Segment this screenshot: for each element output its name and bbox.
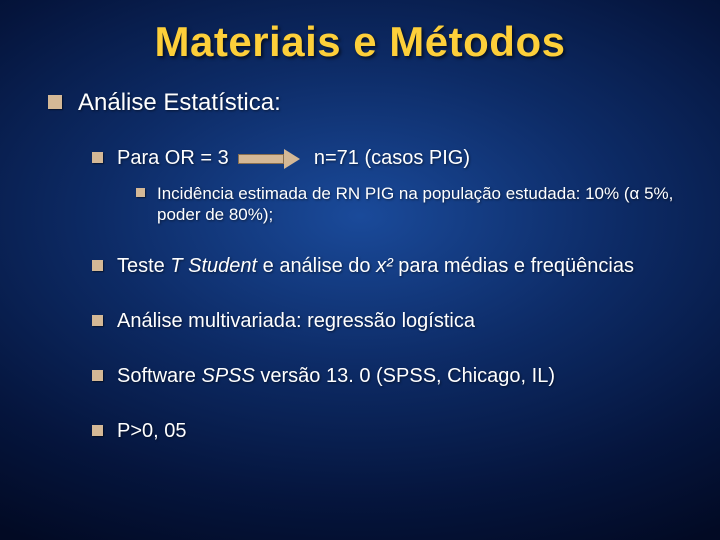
slide-title: Materiais e Métodos xyxy=(0,0,720,66)
teste-italic1: T Student xyxy=(170,255,257,277)
arrow-right-icon xyxy=(238,149,300,169)
bullet-lvl2-or: Para OR = 3 n=71 (casos PIG) xyxy=(92,146,680,171)
square-bullet-icon xyxy=(92,425,103,436)
bullet-lvl3-incidencia: Incidência estimada de RN PIG na populaç… xyxy=(136,183,680,226)
square-bullet-icon xyxy=(48,95,62,109)
bullet-lvl2-pvalue: P>0, 05 xyxy=(92,419,680,444)
slide: Materiais e Métodos Análise Estatística:… xyxy=(0,0,720,540)
square-bullet-icon xyxy=(92,315,103,326)
bullet-lvl1: Análise Estatística: xyxy=(48,88,680,118)
teste-suffix: para médias e freqüências xyxy=(393,255,634,277)
teste-line: Teste T Student e análise do x² para méd… xyxy=(117,254,634,279)
bullet-lvl2-teste: Teste T Student e análise do x² para méd… xyxy=(92,254,680,279)
multivariada-text: Análise multivariada: regressão logístic… xyxy=(117,309,475,334)
or-after: n=71 (casos PIG) xyxy=(314,147,470,169)
bullet-lvl2-software: Software SPSS versão 13. 0 (SPSS, Chicag… xyxy=(92,364,680,389)
teste-mid: e análise do xyxy=(257,255,376,277)
arrow-head xyxy=(284,149,300,169)
software-line: Software SPSS versão 13. 0 (SPSS, Chicag… xyxy=(117,364,555,389)
square-bullet-icon xyxy=(92,152,103,163)
teste-prefix: Teste xyxy=(117,255,170,277)
bullet-lvl2-multivariada: Análise multivariada: regressão logístic… xyxy=(92,309,680,334)
square-bullet-icon xyxy=(92,260,103,271)
or-before: Para OR = 3 xyxy=(117,147,229,169)
software-prefix: Software xyxy=(117,365,201,387)
square-bullet-icon xyxy=(92,370,103,381)
arrow-shaft xyxy=(238,154,284,164)
pvalue-text: P>0, 05 xyxy=(117,419,187,444)
incidencia-text: Incidência estimada de RN PIG na populaç… xyxy=(157,183,680,226)
slide-content: Análise Estatística: Para OR = 3 n=71 (c… xyxy=(0,66,720,444)
software-italic: SPSS xyxy=(201,365,254,387)
software-suffix: versão 13. 0 (SPSS, Chicago, IL) xyxy=(255,365,555,387)
lvl1-text: Análise Estatística: xyxy=(78,88,281,118)
square-bullet-icon xyxy=(136,188,145,197)
teste-italic2: x² xyxy=(376,255,393,277)
or-line: Para OR = 3 n=71 (casos PIG) xyxy=(117,146,470,171)
